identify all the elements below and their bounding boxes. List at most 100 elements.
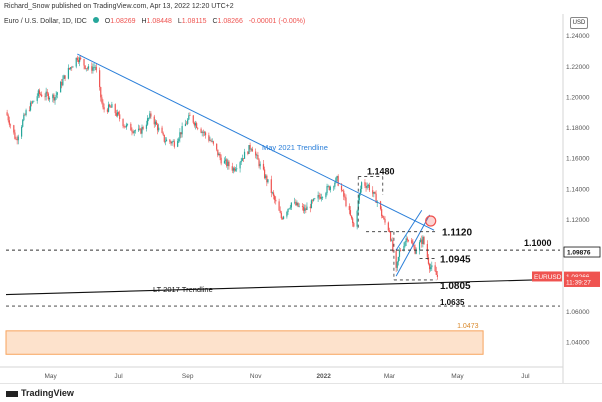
candle-body (181, 126, 183, 135)
candle-body (41, 94, 43, 97)
candle-body (428, 263, 431, 270)
candle-body (14, 132, 16, 139)
candle-body (334, 182, 336, 187)
candle-body (392, 240, 394, 252)
candle-body (16, 139, 18, 141)
candle-body (39, 94, 42, 95)
footer-bar: TradingView (0, 383, 602, 402)
candle-body (281, 218, 284, 219)
candle-body (44, 96, 46, 98)
currency-button[interactable]: USD (570, 17, 588, 29)
trendline (395, 210, 423, 251)
candle-body (155, 121, 158, 125)
level-label: 1.0805 (440, 281, 471, 292)
level-label: 1.0945 (440, 255, 471, 266)
candle-body (134, 130, 136, 131)
candle-body (298, 206, 300, 207)
candle-body (154, 121, 156, 125)
candle-body (286, 211, 288, 217)
candle-body (208, 135, 210, 141)
candle-body (123, 126, 125, 127)
candle-body (193, 122, 195, 126)
candle-body (172, 141, 174, 142)
status-dot (92, 17, 99, 23)
candle-body (6, 112, 8, 116)
candle-body (87, 66, 90, 69)
candle-body (311, 200, 314, 201)
candle-body (211, 141, 213, 142)
candle-body (197, 127, 199, 129)
candle-body (169, 139, 171, 142)
candle-body (340, 185, 343, 191)
candle-body (184, 123, 187, 127)
price-tag-label: 11:39:27 (566, 279, 591, 286)
candle-body (259, 163, 261, 167)
candle-body (250, 148, 252, 150)
candle-body (71, 67, 73, 68)
candle-body (130, 123, 132, 131)
candle-body (7, 115, 9, 121)
candle-body (15, 138, 17, 140)
candle-body (210, 140, 212, 142)
zone-label: 1.0473 (457, 323, 479, 330)
open-value: 1.08269 (110, 18, 136, 25)
candle-body (141, 127, 143, 134)
candle-body (384, 218, 386, 223)
candle-body (379, 201, 382, 210)
candle-body (375, 193, 377, 203)
candle-body (53, 94, 55, 101)
candle-body (399, 250, 402, 251)
time-axis: May Jul Sep Nov 2022 Mar May Jul (0, 366, 563, 380)
candle-body (156, 124, 159, 131)
candle-body (22, 120, 24, 127)
price-tag-label: EURUSD (534, 274, 562, 281)
time-tick-label: May (451, 373, 464, 380)
tradingview-logo[interactable]: TradingView (6, 388, 74, 398)
candle-body (133, 130, 135, 133)
candle-body (60, 81, 62, 93)
candle-body (102, 102, 104, 108)
symbol-name[interactable]: Euro / U.S. Dollar, 1D, IDC (4, 18, 87, 25)
candle-body (78, 57, 81, 63)
candle-body (93, 67, 95, 68)
candle-body (306, 206, 308, 211)
candle-body (431, 265, 433, 268)
candle-body (187, 119, 189, 124)
candle-body (13, 125, 15, 133)
candle-body (217, 149, 219, 156)
candle-body (327, 186, 329, 187)
level-label: 1.0635 (440, 298, 465, 307)
price-tick-label: 1.18000 (566, 125, 590, 132)
candle-body (262, 163, 265, 170)
candle-body (149, 113, 151, 119)
candle-body (200, 128, 202, 133)
low-label: L (177, 18, 182, 25)
level-label: 1.1000 (524, 238, 552, 248)
candle-body (194, 123, 197, 126)
price-tick-label: 1.12000 (566, 217, 590, 224)
trendline (5, 278, 561, 296)
candle-body (216, 143, 218, 150)
candle-body (64, 75, 66, 79)
candle-body (54, 97, 56, 101)
candle-body (407, 240, 410, 241)
candle-body (36, 96, 38, 101)
candle-body (67, 67, 70, 79)
candle-body (242, 158, 245, 159)
trendline-label-lt-2017: LT 2017 Trendline (153, 285, 213, 294)
candle-body (192, 115, 194, 123)
candle-body (328, 186, 330, 190)
candle-body (359, 189, 362, 194)
candle-body (75, 57, 77, 67)
candle-body (85, 68, 87, 70)
candle-body (405, 238, 407, 242)
trendline-label-may-2021: May 2021 Trendline (262, 143, 328, 152)
candle-body (423, 236, 425, 245)
candle-body (329, 186, 331, 190)
price-tick-label: 1.24000 (566, 33, 590, 40)
candle-body (326, 186, 328, 194)
candle-body (272, 192, 275, 196)
candle-body (138, 128, 140, 131)
high-value: 1.08448 (146, 18, 172, 25)
